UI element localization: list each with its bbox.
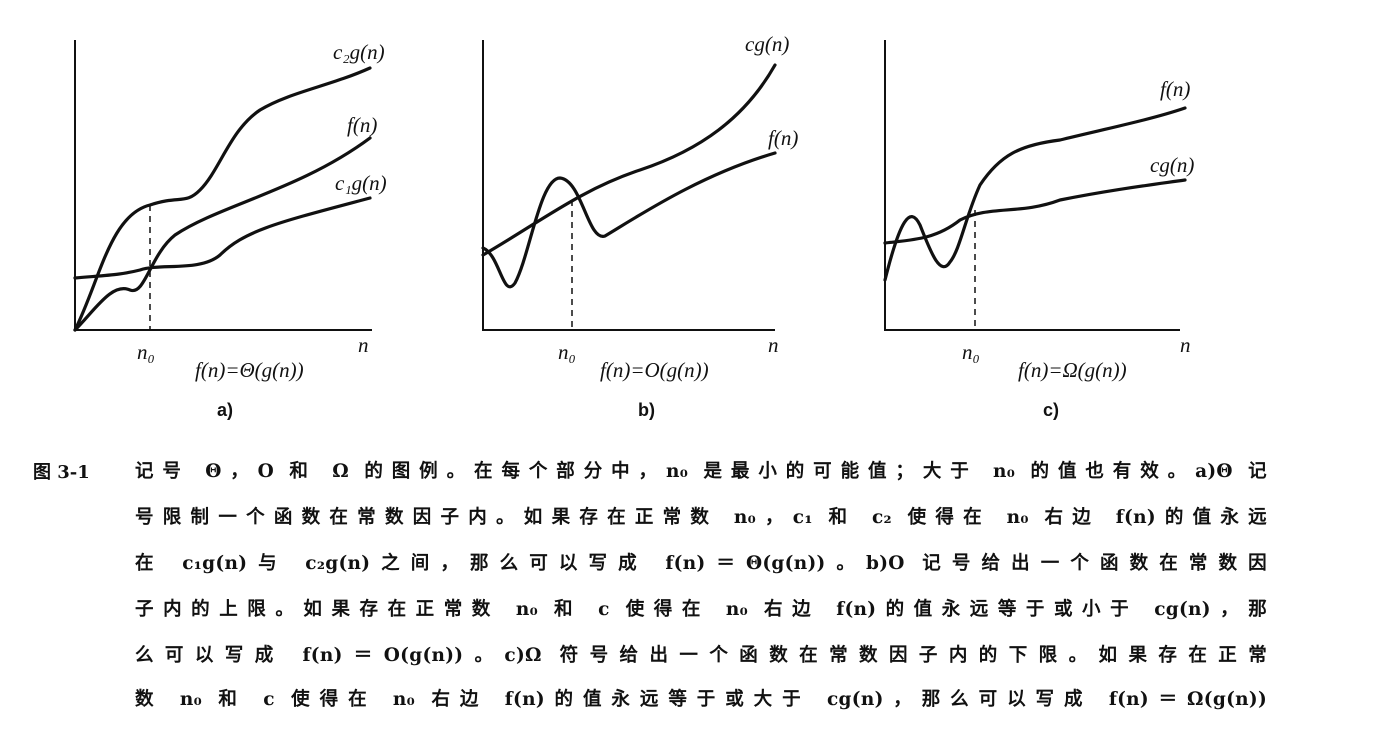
panel-a-f-curve	[73, 136, 372, 332]
caption-figure-number: 图 3-1	[33, 462, 90, 483]
panel-b-f-curve	[481, 151, 777, 289]
label-c2g: c₂g(n)	[333, 40, 385, 64]
caption-line: 号限制一个函数在常数因子内。如果存在正常数 n₀，c₁ 和 c₂ 使得在 n₀ …	[135, 507, 1267, 528]
formula-theta: f(n)=Θ(g(n))	[195, 358, 304, 382]
subfigure-label-c: c)	[1043, 400, 1060, 420]
label-f: f(n)	[1160, 77, 1191, 101]
caption-line: 么可以写成 f(n)＝O(g(n))。c)Ω 符号给出一个函数在常数因子内的下限…	[135, 645, 1267, 666]
caption-line: 子内的上限。如果存在正常数 n₀ 和 c 使得在 n₀ 右边 f(n)的值永远等…	[135, 599, 1267, 620]
panel-c-axes	[884, 40, 1180, 331]
panel-c	[883, 40, 1187, 331]
panel-a-c2g-curve	[73, 66, 372, 332]
caption-line: 数 n₀ 和 c 使得在 n₀ 右边 f(n)的值永远等于或大于 cg(n)，那…	[135, 689, 1267, 710]
label-n: n	[768, 333, 779, 357]
panel-a-c1g-curve	[73, 196, 372, 280]
panel-c-f-curve	[883, 106, 1187, 282]
subfigure-label-a: a)	[217, 400, 234, 420]
caption-line: 在 c₁g(n)与 c₂g(n)之间，那么可以写成 f(n)＝Θ(g(n))。b…	[135, 553, 1267, 574]
panel-c-cg-curve	[883, 178, 1187, 245]
label-f: f(n)	[768, 126, 799, 150]
label-n: n	[1180, 333, 1191, 357]
label-n0: n₀	[558, 340, 576, 364]
formula-big-o: f(n)=O(g(n))	[600, 358, 709, 382]
label-c1g: c₁g(n)	[335, 171, 387, 195]
label-n0: n₀	[137, 340, 155, 364]
panel-b-axes	[482, 40, 775, 331]
label-cg: cg(n)	[745, 32, 790, 56]
label-cg: cg(n)	[1150, 153, 1195, 177]
formula-omega: f(n)=Ω(g(n))	[1018, 358, 1127, 382]
label-n0: n₀	[962, 340, 980, 364]
subfigure-label-b: b)	[638, 400, 655, 420]
panel-b	[481, 40, 777, 331]
figure-graphs	[73, 40, 1187, 332]
label-n: n	[358, 333, 369, 357]
caption-line: 记号 Θ，O 和 Ω 的图例。在每个部分中，n₀ 是最小的可能值；大于 n₀ 的…	[135, 461, 1267, 482]
panel-b-cg-curve	[481, 63, 777, 257]
label-f: f(n)	[347, 113, 378, 137]
panel-a	[73, 40, 372, 332]
